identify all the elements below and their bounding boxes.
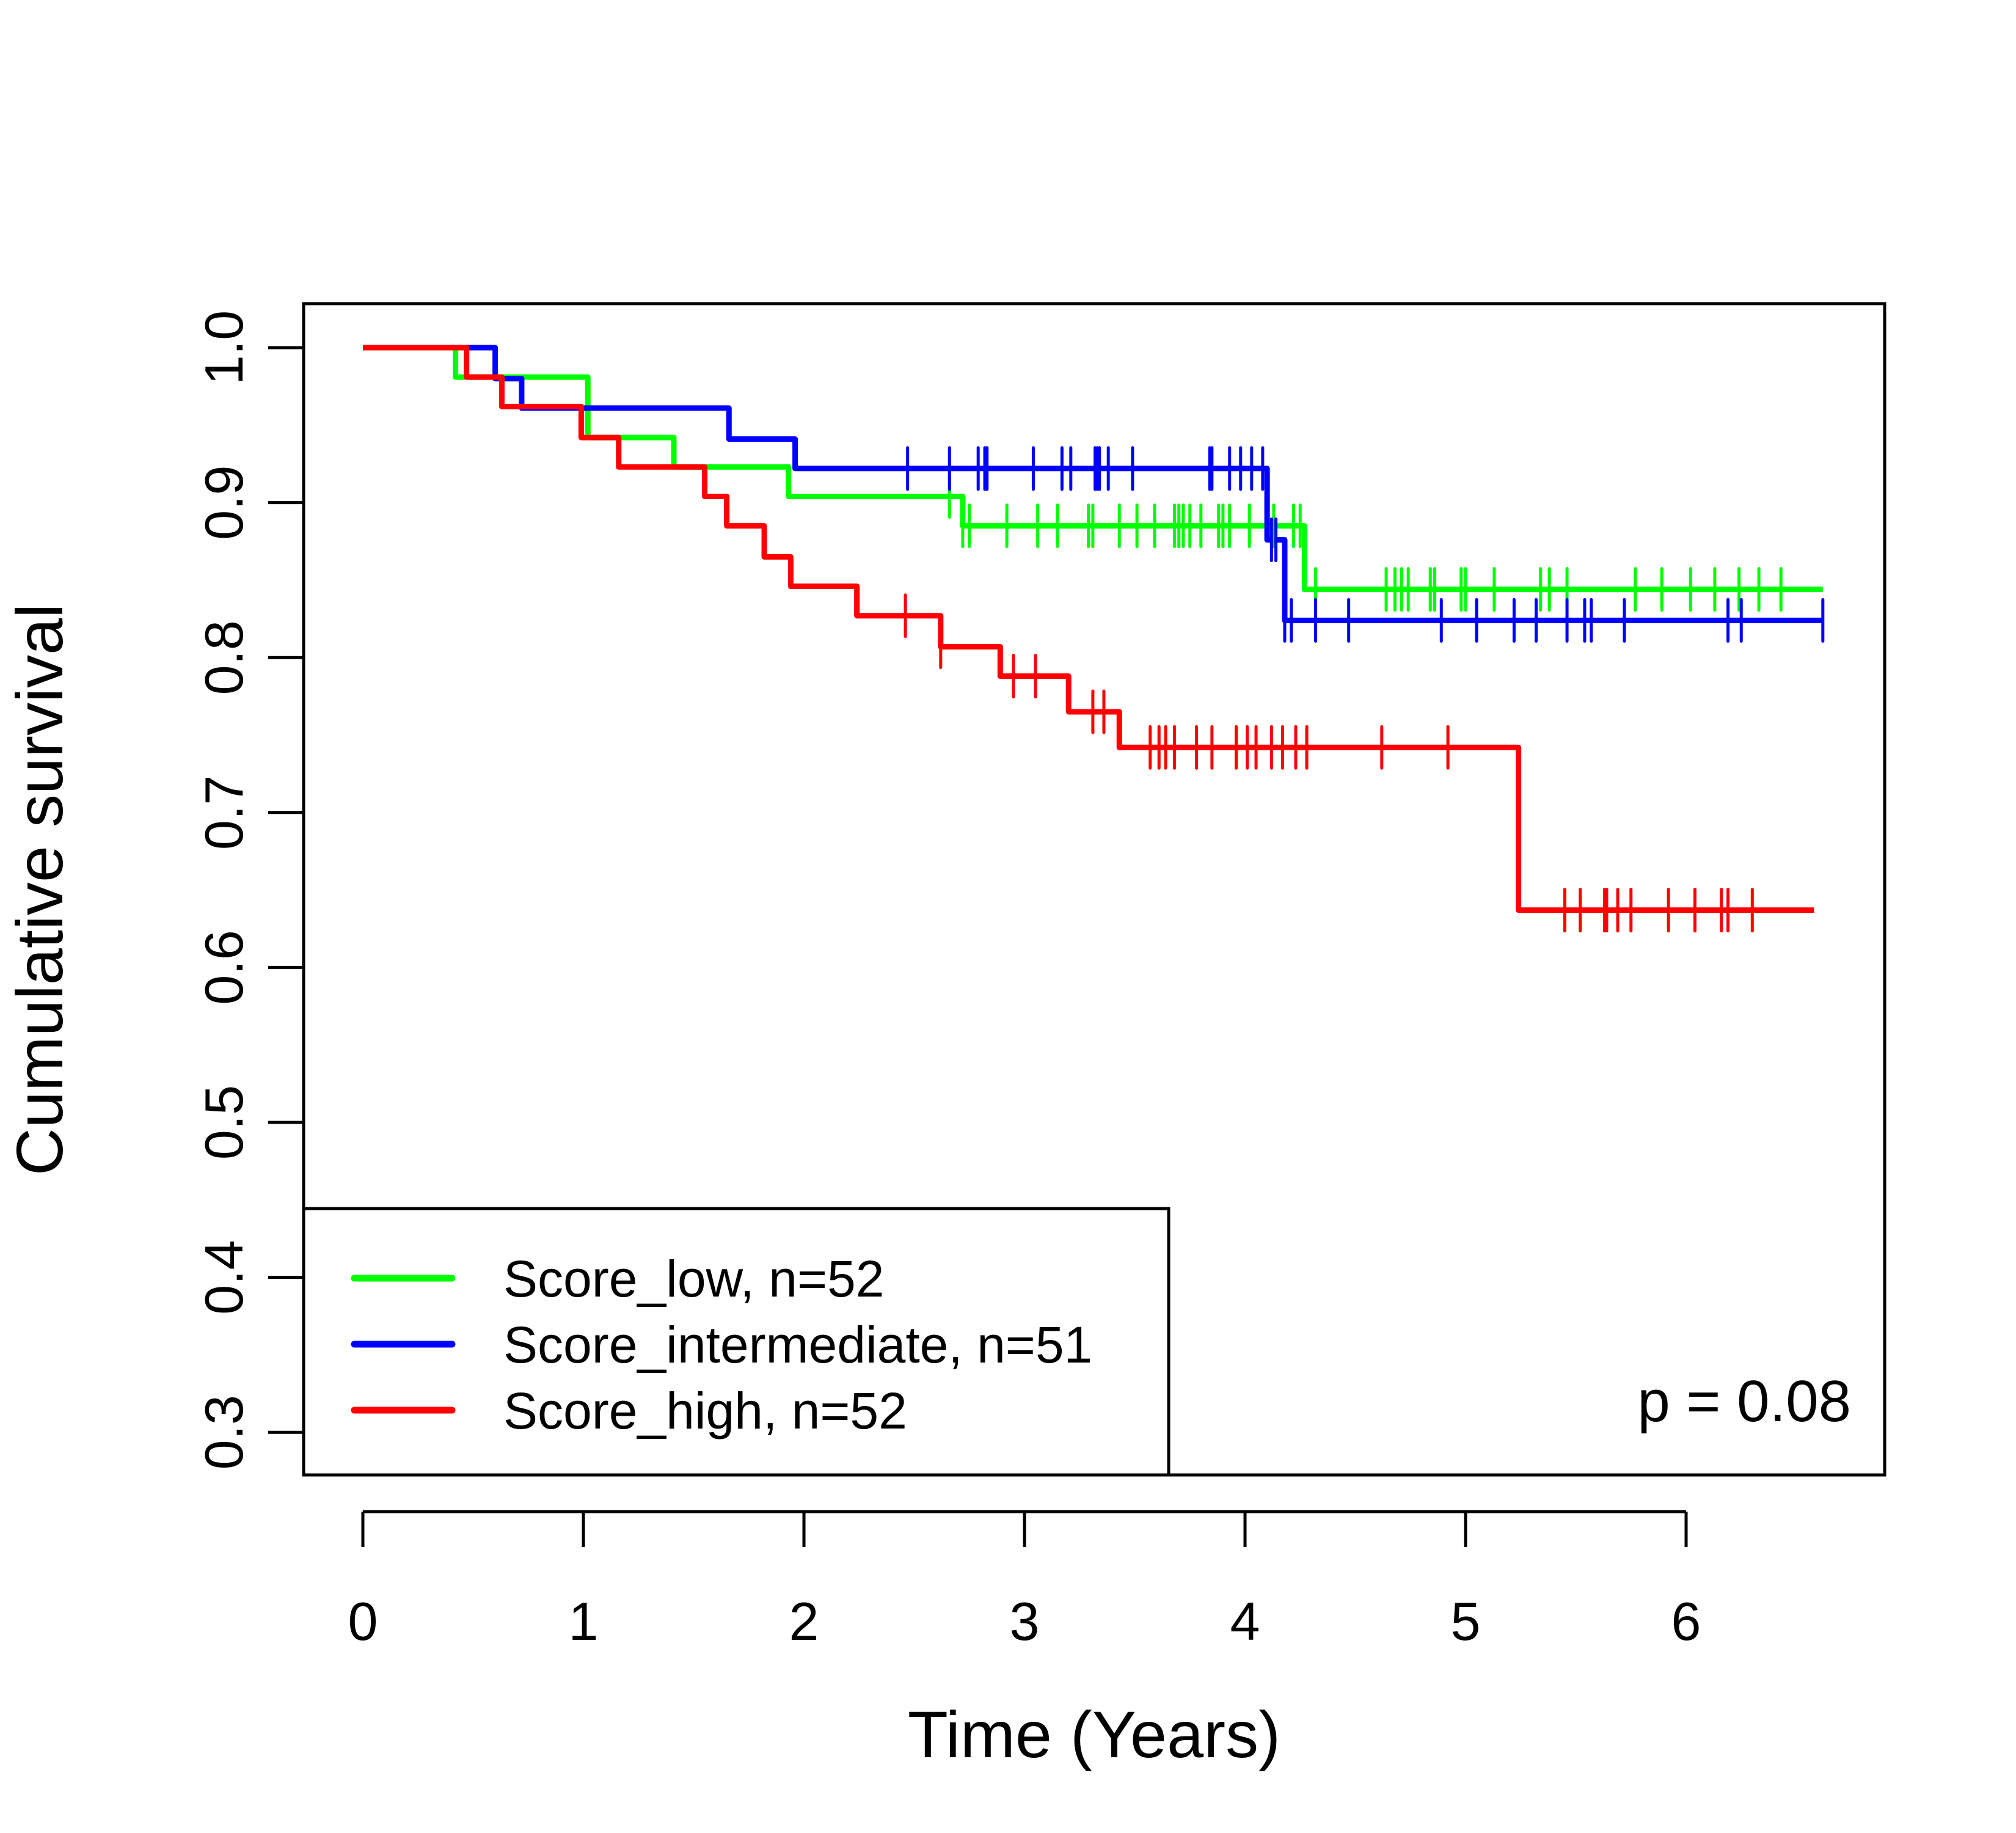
- x-tick-label: 5: [1451, 1591, 1481, 1652]
- legend-label: Score_low, n=52: [503, 1250, 884, 1308]
- x-axis: 0 1 2 3 4 5 6: [348, 1510, 1701, 1652]
- x-tick-label: 6: [1671, 1591, 1701, 1652]
- x-tick-label: 4: [1230, 1591, 1260, 1652]
- x-tick-label: 3: [1010, 1591, 1040, 1652]
- y-tick-label: 0.5: [194, 1085, 254, 1160]
- y-tick-label: 0.8: [194, 620, 254, 695]
- y-axis: 0.3 0.4 0.5 0.6 0.7 0.8 0.9 1.0: [194, 310, 305, 1469]
- y-tick-label: 0.6: [194, 930, 254, 1004]
- p-value-annotation: p = 0.08: [1637, 1369, 1851, 1434]
- y-tick-label: 0.9: [194, 465, 254, 540]
- legend: Score_low, n=52 Score_intermediate, n=51 S…: [302, 1207, 1171, 1477]
- y-tick-label: 1.0: [194, 310, 254, 385]
- survival-curves: [363, 345, 1823, 913]
- survival-curve-1: [363, 345, 1823, 623]
- y-tick-label: 0.4: [194, 1240, 254, 1314]
- y-tick-label: 0.7: [194, 775, 254, 850]
- x-tick-label: 2: [789, 1591, 819, 1652]
- legend-label: Score_intermediate, n=51: [503, 1316, 1092, 1374]
- survival-curve-2: [363, 345, 1814, 913]
- x-tick-label: 1: [569, 1591, 599, 1652]
- x-tick-label: 0: [348, 1591, 378, 1652]
- x-axis-title: Time (Years): [908, 1697, 1280, 1771]
- legend-label: Score_high, n=52: [503, 1382, 907, 1440]
- y-tick-label: 0.3: [194, 1395, 254, 1469]
- censor-marks: [904, 446, 1825, 933]
- y-axis-title: Cumulative survival: [2, 604, 76, 1176]
